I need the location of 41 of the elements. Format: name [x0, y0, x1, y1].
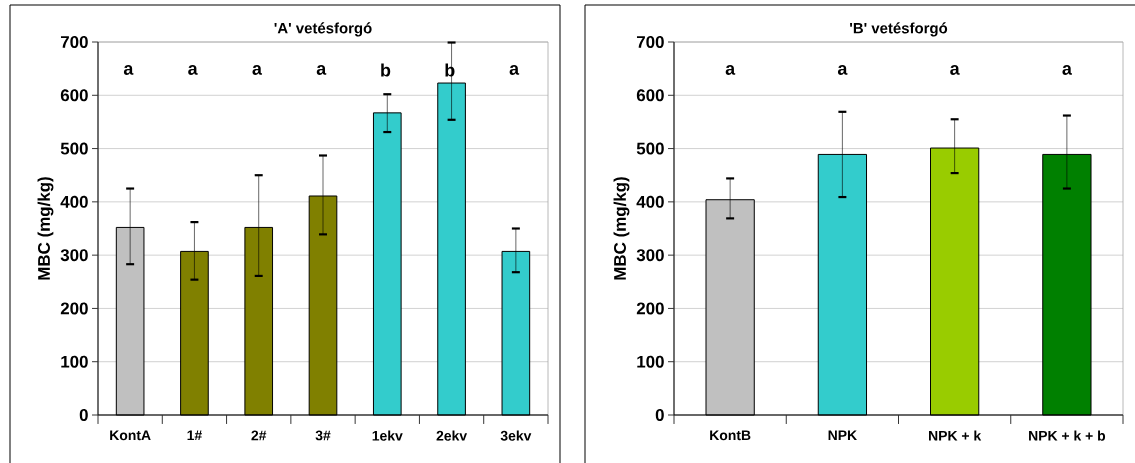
x-tick-label: 1ekv [372, 430, 403, 441]
y-tick-label: 300 [636, 249, 664, 262]
y-tick-label: 600 [636, 89, 664, 102]
x-tick-label: NPK + k + b [1029, 430, 1106, 441]
x-tick-label: 2# [251, 430, 267, 441]
y-tick-label: 200 [60, 302, 88, 315]
annotation: a [950, 65, 960, 75]
annotation: a [188, 65, 198, 75]
y-tick-label: 600 [60, 89, 88, 102]
y-tick-label: 400 [636, 195, 664, 208]
annotation: a [316, 65, 327, 75]
annotation: a [509, 65, 520, 75]
annotation: b [381, 63, 391, 77]
y-tick-label: 200 [636, 302, 664, 315]
y-tick-label: 500 [60, 142, 88, 155]
annotation: a [1062, 65, 1072, 75]
y-tick-label: 700 [636, 36, 664, 48]
y-tick-label: 700 [60, 36, 88, 48]
x-tick-label: 2ekv [436, 430, 468, 441]
annotation: a [252, 65, 263, 75]
annotation: a [837, 65, 848, 75]
y-tick-label: 100 [637, 355, 664, 368]
x-tick-label: KontB [710, 430, 751, 441]
y-tick-label: 100 [61, 355, 88, 368]
x-tick-label: KontA [110, 430, 151, 441]
y-tick-label: 500 [636, 142, 664, 155]
annotation: a [725, 65, 736, 75]
x-tick-label: NPK [828, 430, 857, 441]
y-tick-label: 400 [60, 195, 88, 208]
x-tick-label: NPK + k [929, 430, 982, 441]
y-tick-label: 300 [60, 249, 88, 262]
chart-title: 'A' vetésforgó [274, 22, 372, 37]
chart-title: 'B' vetésforgó [850, 22, 948, 37]
y-axis-title: MBC (mg/kg) [37, 177, 54, 280]
y-tick-label: 0 [655, 409, 664, 421]
x-tick-label: 3ekv [500, 430, 532, 441]
x-tick-label: 3# [315, 430, 331, 441]
x-tick-label: 1# [187, 430, 202, 441]
y-tick-label: 0 [79, 409, 88, 421]
y-axis-title: MBC (mg/kg) [613, 177, 630, 280]
annotation: a [123, 65, 134, 75]
